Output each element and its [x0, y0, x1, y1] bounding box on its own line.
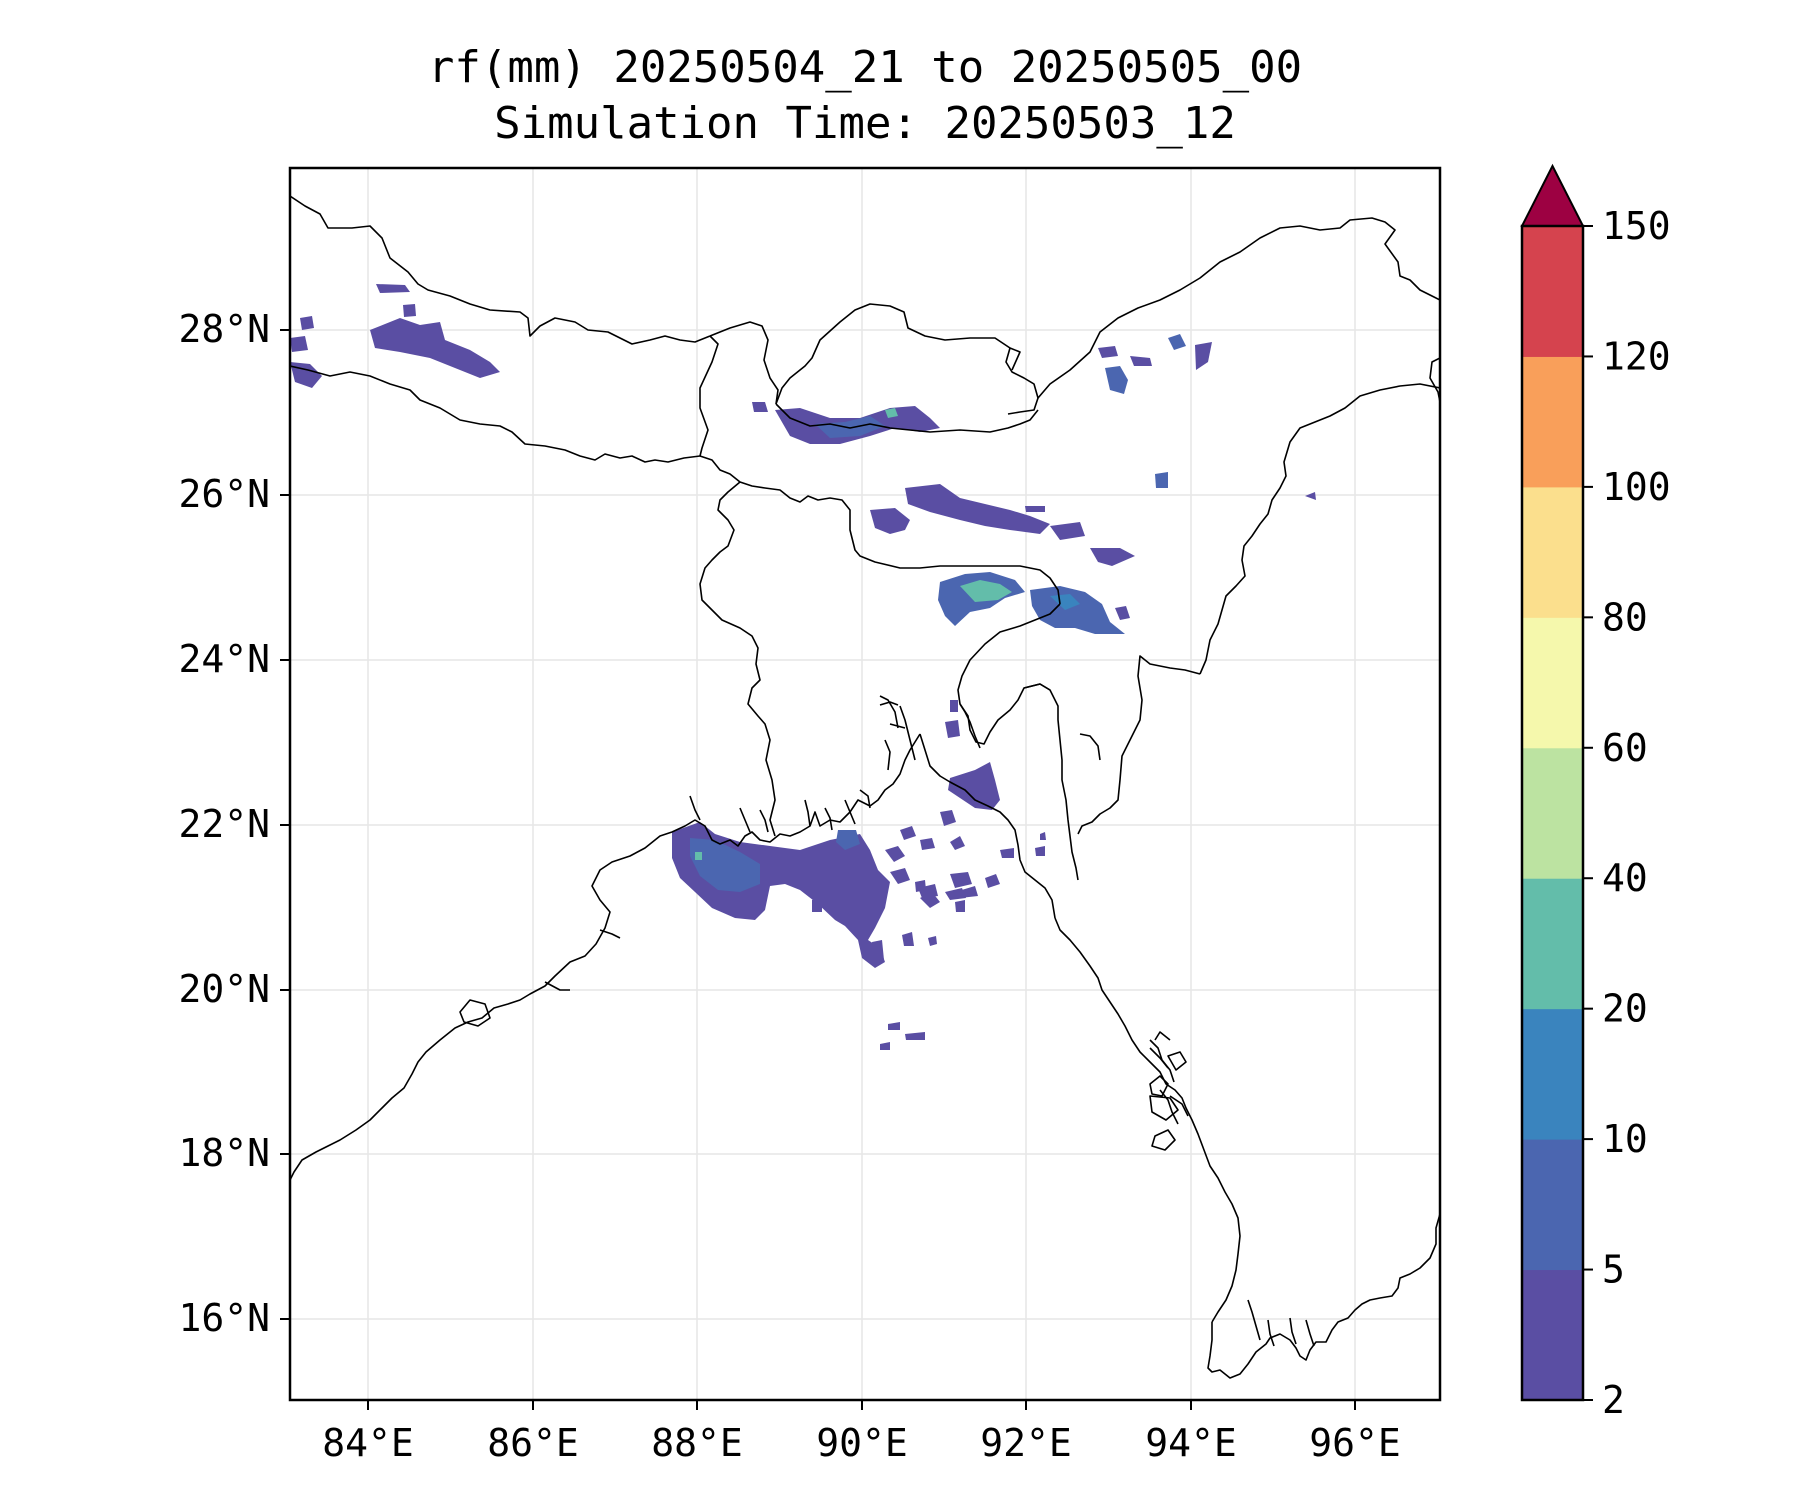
rain-cell [950, 872, 972, 888]
x-tick-label: 94°E [1145, 1421, 1237, 1465]
rain-cell [1050, 594, 1080, 610]
rain-cell [752, 402, 768, 412]
x-tick-label: 96°E [1309, 1421, 1401, 1465]
rain-cell [950, 700, 958, 712]
rain-cell [1025, 506, 1045, 512]
colorbar-label: 100 [1602, 465, 1671, 509]
rain-cell [955, 900, 965, 912]
map-area [290, 195, 1440, 1379]
rain-cell [1035, 846, 1045, 856]
y-tick-label: 26°N [178, 472, 270, 516]
colorbar-label: 80 [1602, 595, 1648, 639]
colorbar-segment [1522, 878, 1583, 1010]
y-tick-label: 24°N [178, 637, 270, 681]
map-title-line2: Simulation Time: 20250503_12 [494, 98, 1236, 149]
rain-cell [885, 408, 898, 418]
x-tick-label: 88°E [651, 1421, 743, 1465]
colorbar-label: 5 [1602, 1248, 1625, 1292]
rain-cell [900, 826, 916, 840]
rain-cell [1090, 548, 1135, 566]
rain-cell [815, 416, 885, 438]
y-tick-label: 28°N [178, 307, 270, 351]
rain-cell [290, 336, 308, 352]
rain-cell [1105, 366, 1128, 394]
colorbar-segment [1522, 1008, 1583, 1140]
y-tick-label: 22°N [178, 802, 270, 846]
rain-cell [690, 838, 760, 892]
rain-cell [403, 304, 416, 317]
precipitation-field [290, 284, 1316, 1050]
rain-cell [1050, 522, 1085, 540]
colorbar-label: 20 [1602, 987, 1648, 1031]
rain-cell [880, 1042, 890, 1050]
rain-cell [836, 830, 860, 850]
rain-cell [1030, 586, 1125, 634]
colorbar-segment [1522, 226, 1583, 357]
colorbar-segment [1522, 1269, 1583, 1401]
rain-cell [920, 892, 940, 908]
colorbar-segment [1522, 486, 1583, 618]
y-tick-label: 20°N [178, 967, 270, 1011]
rain-cell [955, 886, 978, 898]
x-tick-label: 92°E [980, 1421, 1072, 1465]
colorbar: 2 5 10 20 40 60 80 100 120 150 [1520, 163, 1671, 1422]
rain-cell [300, 316, 314, 330]
rain-cell [915, 880, 926, 892]
rain-cell [1115, 606, 1130, 620]
x-tick-label: 84°E [322, 1421, 414, 1465]
rain-cell [370, 318, 500, 378]
y-tick-label: 16°N [178, 1296, 270, 1340]
rain-cell [905, 484, 1050, 534]
coastlines-and-borders [290, 195, 1440, 1379]
rain-cell [1098, 346, 1118, 358]
gridlines [290, 168, 1440, 1400]
x-tick-label: 90°E [816, 1421, 908, 1465]
rain-cell [695, 852, 702, 860]
colorbar-segment [1522, 1139, 1583, 1271]
rain-cell [870, 508, 910, 534]
colorbar-label: 120 [1602, 334, 1671, 378]
colorbar-segment [1522, 617, 1583, 749]
map-title-line1: rf(mm) 20250504_21 to 20250505_00 [427, 42, 1303, 93]
rain-cell [1195, 342, 1212, 370]
colorbar-label: 2 [1602, 1378, 1625, 1422]
rain-cell [950, 836, 965, 850]
colorbar-label: 10 [1602, 1117, 1648, 1161]
rain-cell [902, 932, 914, 946]
rain-cell [1155, 472, 1168, 488]
colorbar-frame [1520, 224, 1585, 1402]
rain-cell [1305, 492, 1316, 500]
rain-cell [948, 762, 1000, 810]
rain-cell [945, 720, 960, 738]
colorbar-extend-triangle [1520, 163, 1585, 227]
y-axis: 28°N 26°N 24°N 22°N 20°N 18°N 16°N [178, 307, 270, 1340]
rain-cell [920, 838, 935, 850]
rain-cell [812, 898, 822, 912]
rain-cell [905, 1032, 925, 1040]
x-axis: 84°E 86°E 88°E 90°E 92°E 94°E 96°E [322, 1421, 1401, 1465]
rain-cell [1040, 832, 1046, 840]
colorbar-label: 150 [1602, 204, 1671, 248]
map-frame [288, 166, 1442, 1402]
rain-cell [1168, 334, 1186, 350]
rain-cell [890, 868, 910, 884]
rain-cell [1130, 356, 1152, 366]
rain-cell [928, 936, 937, 946]
rain-cell [960, 580, 1012, 602]
colorbar-label: 40 [1602, 856, 1648, 900]
rain-cell [376, 284, 410, 293]
rain-cell [1000, 848, 1014, 858]
colorbar-segment [1522, 356, 1583, 488]
rain-cell [888, 1022, 900, 1030]
y-tick-label: 18°N [178, 1131, 270, 1175]
rain-cell [290, 362, 322, 388]
colorbar-label: 60 [1602, 726, 1648, 770]
rain-cell [985, 874, 1000, 888]
rain-cell [940, 810, 956, 826]
rain-cell [885, 846, 905, 862]
rain-cell [872, 940, 884, 962]
x-tick-label: 86°E [487, 1421, 579, 1465]
colorbar-segment [1522, 747, 1583, 879]
